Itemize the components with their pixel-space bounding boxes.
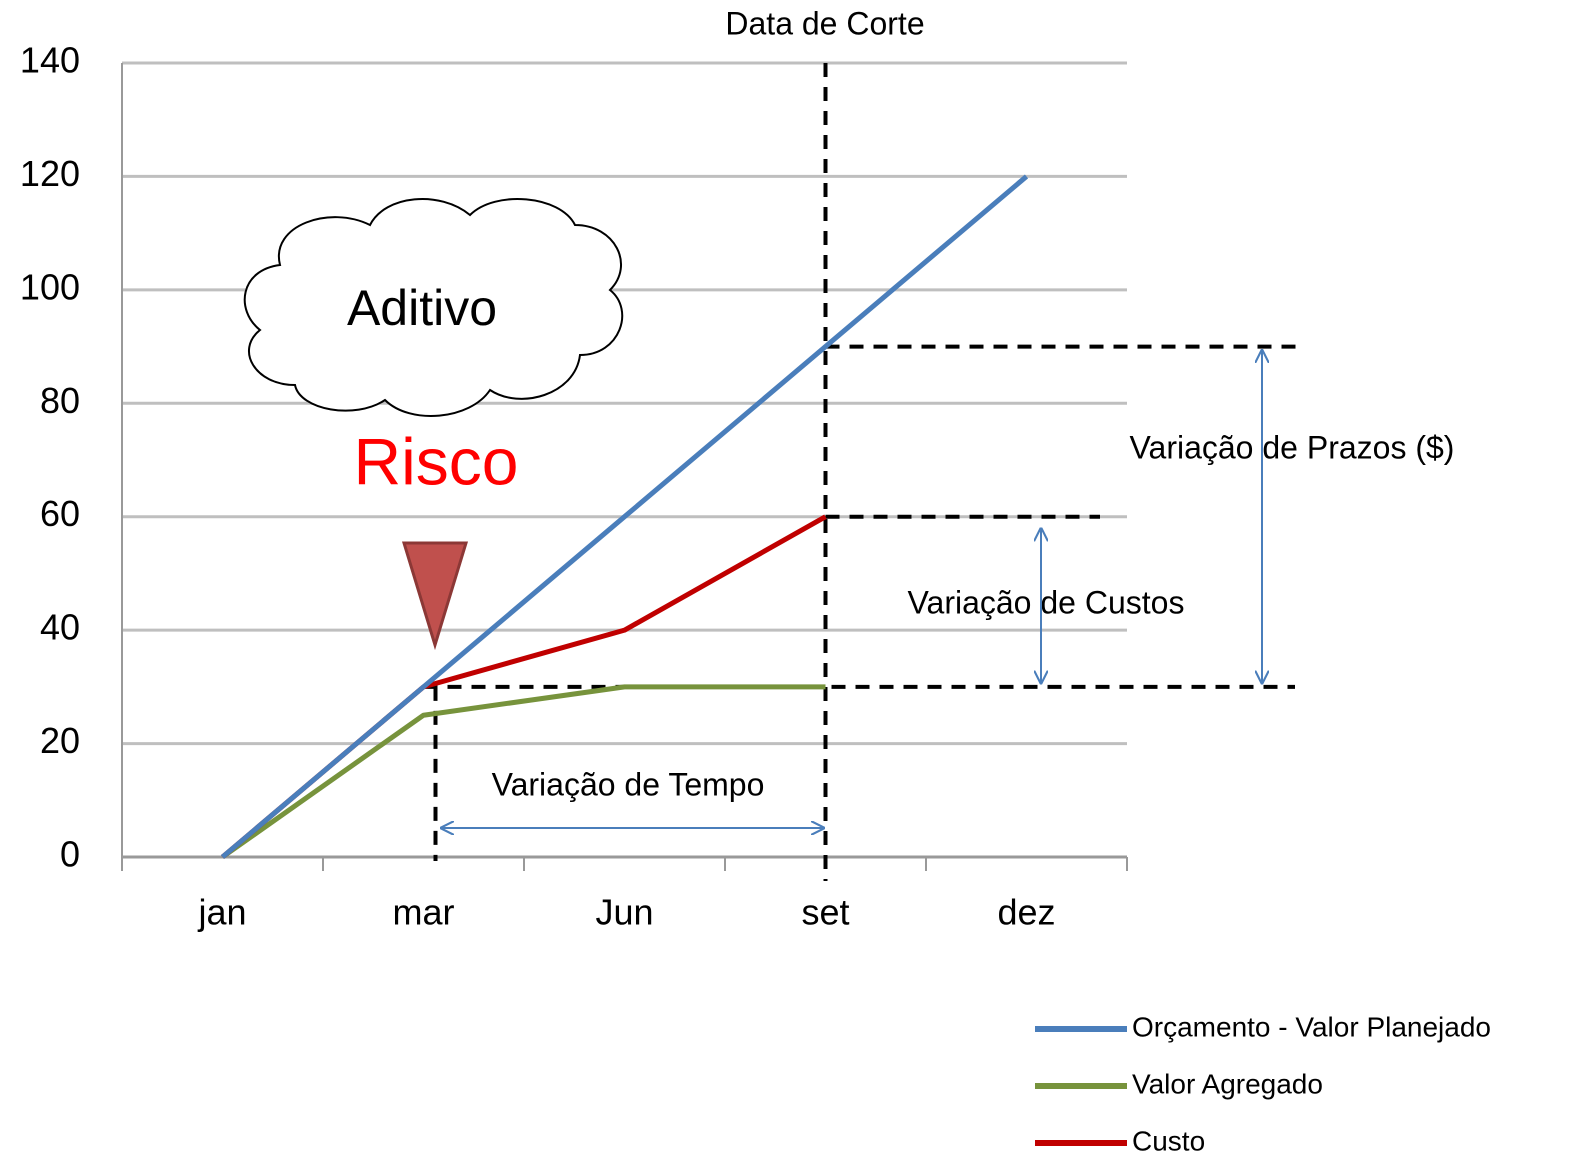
y-tick-label: 0 <box>60 834 80 875</box>
y-tick-label: 40 <box>40 607 80 648</box>
x-tick-label: jan <box>197 892 246 933</box>
cost-variance-label: Variação de Custos <box>908 584 1185 620</box>
y-tick-label: 20 <box>40 720 80 761</box>
y-tick-label: 80 <box>40 380 80 421</box>
y-tick-label: 100 <box>20 266 80 307</box>
legend-label: Valor Agregado <box>1132 1068 1323 1099</box>
schedule-variance-label: Variação de Prazos ($) <box>1130 429 1455 465</box>
x-tick-label: set <box>801 892 849 933</box>
x-tick-label: dez <box>997 892 1055 933</box>
legend-label: Custo <box>1132 1125 1205 1156</box>
y-tick-label: 120 <box>20 153 80 194</box>
cloud <box>243 198 624 417</box>
cloud-label: Aditivo <box>347 280 497 336</box>
x-tick-label: mar <box>393 892 455 933</box>
y-tick-label: 140 <box>20 40 80 81</box>
series-line <box>221 684 826 860</box>
series-line <box>220 174 1029 859</box>
risk-marker <box>401 541 469 651</box>
y-tick-label: 60 <box>40 493 80 534</box>
time-variance-label: Variação de Tempo <box>492 766 765 802</box>
cutoff-label: Data de Corte <box>725 5 924 41</box>
legend-label: Orçamento - Valor Planejado <box>1132 1011 1491 1042</box>
x-tick-label: Jun <box>595 892 653 933</box>
risk-label: Risco <box>353 424 518 498</box>
